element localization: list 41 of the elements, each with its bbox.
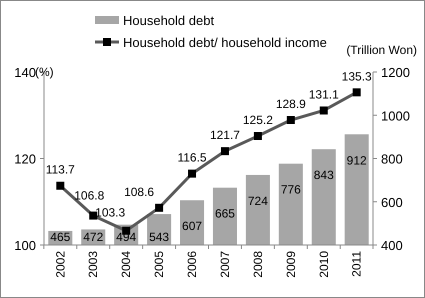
legend-label: Household debt [123, 13, 214, 28]
x-tick-label: 2011 [350, 250, 364, 277]
data-label: 135.3 [342, 69, 372, 84]
x-tick-label: 2002 [53, 250, 68, 278]
data-label: 724 [248, 194, 268, 208]
data-label: 103.3 [95, 206, 126, 220]
y2-tick-label: 1000 [381, 108, 410, 124]
y-tick-label: 100 [14, 238, 36, 253]
data-label: 108.6 [124, 184, 154, 199]
x-tick-label: 2003 [86, 250, 100, 278]
y2-tick-label: 600 [381, 194, 403, 210]
data-label: 116.5 [177, 150, 207, 165]
y2-tick-label: 400 [381, 238, 403, 253]
y2-tick-label: 800 [381, 152, 403, 166]
data-label: 843 [314, 168, 334, 182]
data-label: 543 [149, 230, 170, 244]
x-tick-label: 2004 [119, 250, 134, 278]
data-label: 106.8 [74, 188, 105, 203]
legend-label: Household debt/ household income [123, 35, 327, 50]
data-label: 607 [182, 219, 202, 234]
data-label: 472 [83, 230, 104, 244]
y2-axis-title: (Trillion Won) [346, 43, 417, 57]
y-axis-title: (%) [35, 65, 54, 79]
data-label: 912 [346, 153, 368, 168]
y2-tick-label: 1200 [381, 65, 410, 80]
data-label: 125.2 [242, 113, 274, 128]
x-tick-label: 2009 [284, 250, 298, 278]
data-label: 128.9 [276, 97, 306, 112]
x-tick-label: 2007 [218, 250, 232, 278]
x-tick-label: 2006 [185, 250, 200, 278]
x-tick-label: 2010 [316, 250, 331, 278]
data-label: 465 [50, 230, 71, 244]
y-tick-label: 120 [14, 152, 36, 166]
data-label: 121.7 [210, 128, 240, 142]
x-tick-label: 2008 [250, 250, 265, 278]
y-tick-label: 140 [14, 65, 36, 80]
data-label: 131.1 [308, 87, 340, 102]
data-label: 776 [280, 182, 302, 197]
data-label: 113.7 [46, 162, 76, 177]
data-label: 665 [214, 206, 236, 221]
x-tick-label: 2005 [152, 250, 166, 278]
